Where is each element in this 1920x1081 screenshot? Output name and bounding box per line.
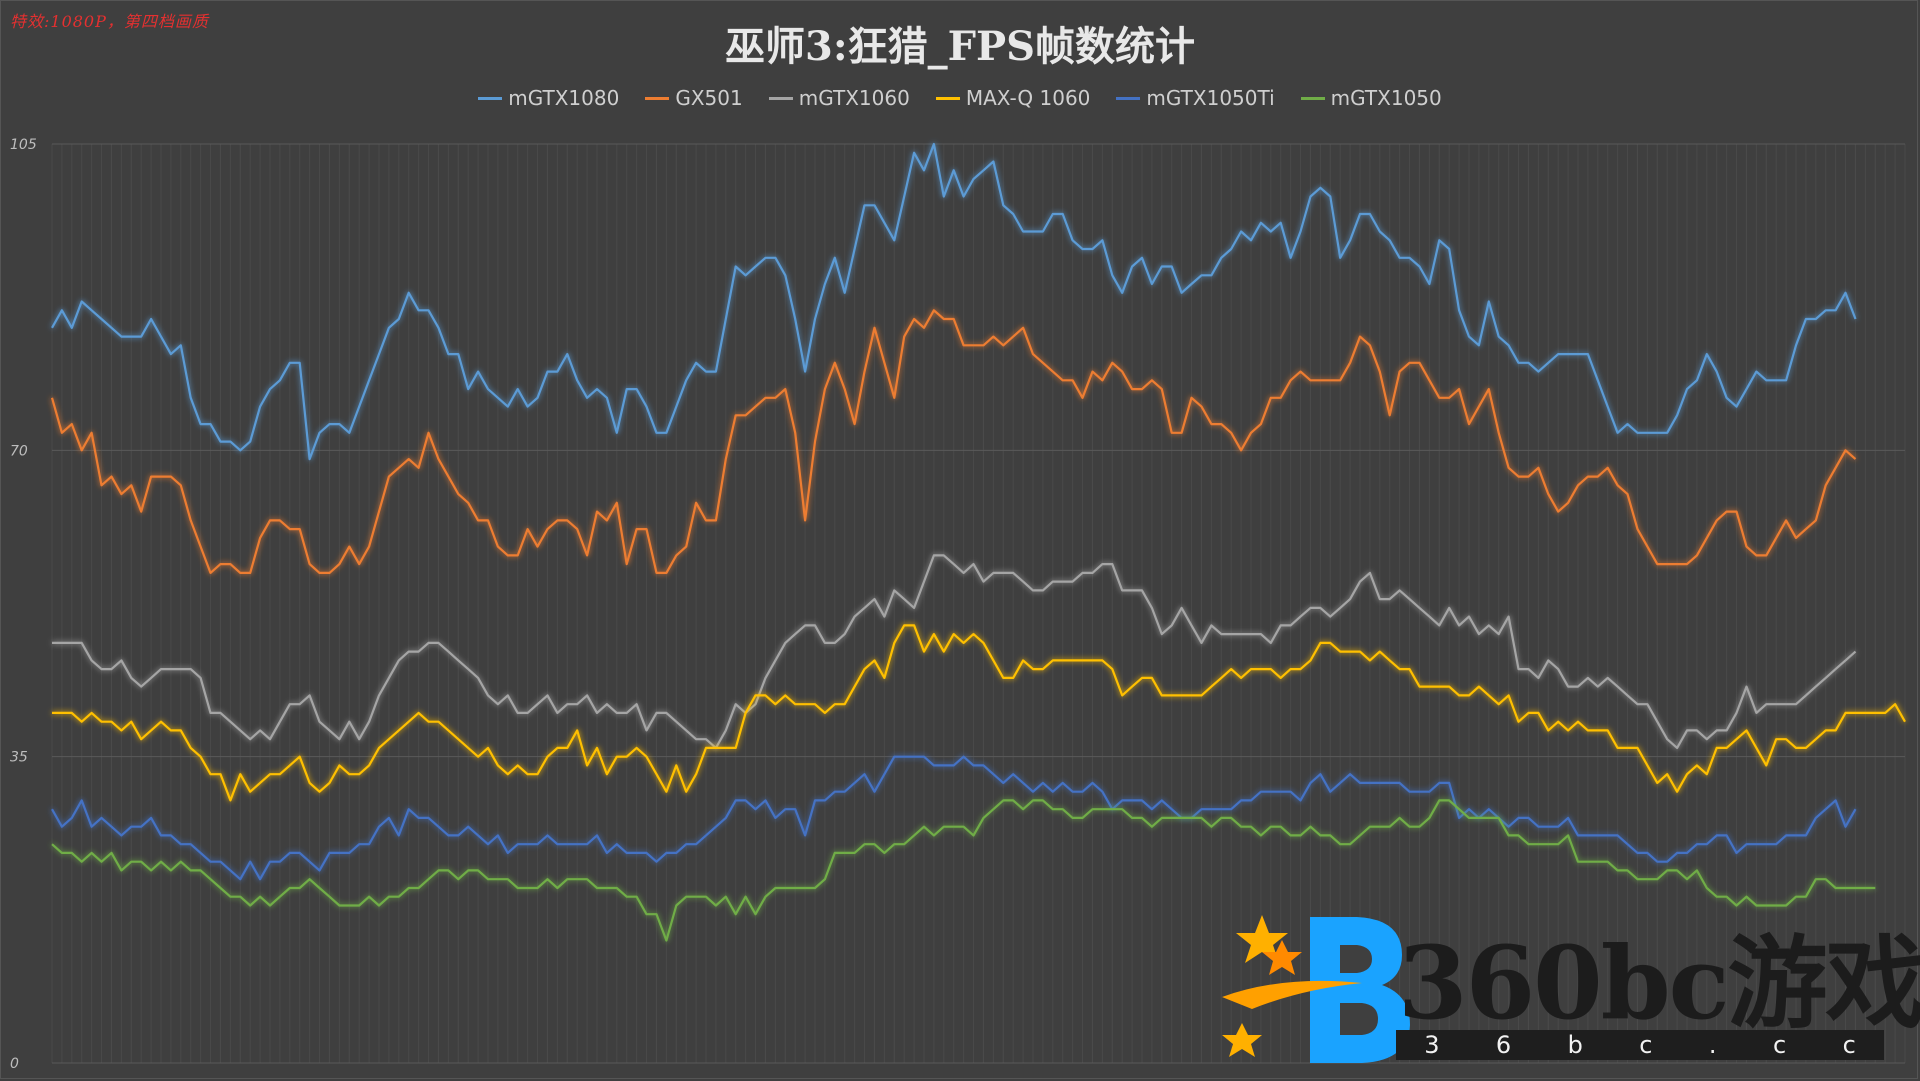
legend-swatch	[768, 96, 793, 100]
watermark-logo-icon	[1222, 915, 1410, 1063]
series-line-gx501	[50, 309, 1857, 575]
watermark-url: 3 6 b c. c c	[1396, 1030, 1884, 1060]
watermark-url-char: c	[1772, 1031, 1787, 1059]
watermark-url-char: 6	[1495, 1031, 1512, 1059]
legend-item: GX501	[645, 86, 743, 110]
y-tick-label: 105	[10, 137, 37, 153]
settings-note: 特效:1080P，第四档画质	[10, 12, 209, 31]
chart-title: 巫师3:狂猎_FPS帧数统计	[725, 23, 1195, 70]
legend-label: mGTX1050Ti	[1146, 86, 1275, 110]
legend-label: GX501	[675, 86, 743, 110]
watermark-url-char: .	[1708, 1031, 1717, 1059]
y-tick-label: 35	[10, 750, 28, 766]
y-axis: 0 35 70 105	[10, 137, 37, 1072]
legend-swatch	[935, 96, 960, 100]
legend-label: MAX-Q 1060	[965, 86, 1091, 110]
legend-swatch	[1116, 96, 1141, 100]
watermark-url-char: b	[1567, 1031, 1583, 1059]
series-line-mgtx1080	[51, 142, 1857, 461]
y-tick-label: 70	[10, 443, 28, 459]
series-line-max-q-1060	[52, 624, 1906, 802]
legend-item: mGTX1050Ti	[1116, 86, 1275, 110]
legend-item: mGTX1050	[1300, 86, 1442, 110]
chart-series	[50, 142, 1906, 942]
series-line-mgtx1050	[51, 799, 1876, 942]
legend-swatch	[1300, 96, 1325, 100]
watermark-url-char: c	[1842, 1031, 1856, 1059]
legend-swatch	[645, 96, 670, 100]
watermark-text: 360bc游戏	[1398, 924, 1920, 1042]
series-line-mgtx1050ti	[51, 755, 1857, 881]
watermark-url-char: c	[1639, 1031, 1653, 1059]
y-tick-label: 0	[10, 1056, 19, 1072]
series-line-mgtx1060	[52, 554, 1857, 750]
chart-grid	[51, 143, 1906, 1064]
legend-item: mGTX1080	[478, 86, 619, 110]
legend-label: mGTX1080	[508, 86, 620, 110]
legend-label: mGTX1050	[1330, 86, 1442, 110]
watermark-url-char: 3	[1424, 1031, 1440, 1059]
legend-item: MAX-Q 1060	[935, 86, 1091, 110]
legend-swatch	[478, 96, 503, 100]
legend-label: mGTX1060	[798, 86, 910, 110]
chart-legend: mGTX1080 GX501 mGTX1060 MAX-Q 1060 mGTX1050T…	[0, 86, 1920, 110]
legend-item: mGTX1060	[768, 86, 910, 110]
